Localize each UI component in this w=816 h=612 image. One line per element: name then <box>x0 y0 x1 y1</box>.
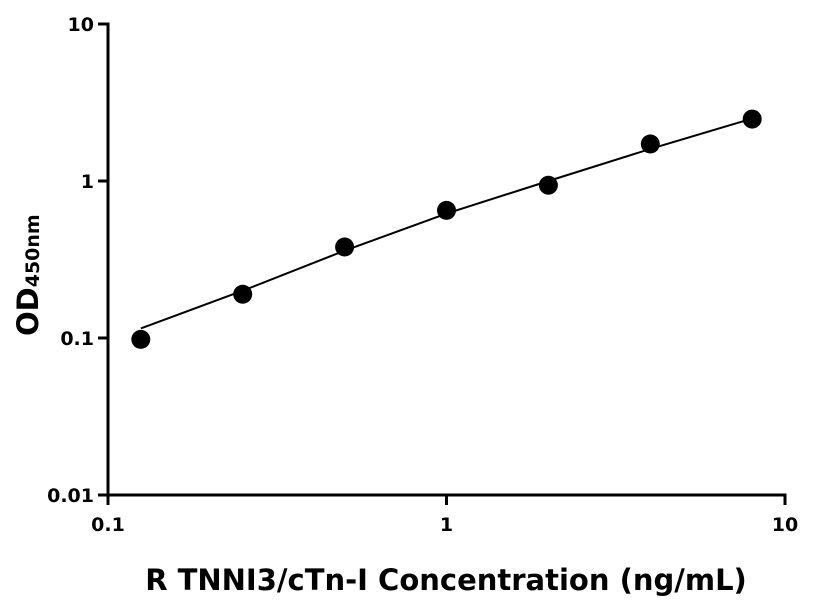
y-tick-label: 10 <box>68 14 94 36</box>
y-axis-title: OD450nm <box>11 214 45 336</box>
y-axis-title-main: OD <box>11 287 45 336</box>
y-axis-title-subscript: 450nm <box>22 214 44 287</box>
data-point <box>538 175 558 195</box>
x-tick-label: 10 <box>772 514 798 536</box>
x-tick-label: 1 <box>440 514 453 536</box>
y-tick-label: 0.01 <box>47 485 94 507</box>
fit-curve <box>140 117 753 330</box>
data-point <box>131 329 151 349</box>
y-tick-label: 0.1 <box>60 328 94 350</box>
data-point <box>335 237 355 257</box>
y-tick-label: 1 <box>81 171 94 193</box>
x-tick-label: 0.1 <box>91 514 125 536</box>
x-axis-title: R TNNI3/cTn-I Concentration (ng/mL) <box>145 563 747 597</box>
data-point <box>437 200 456 220</box>
data-point <box>742 109 762 129</box>
data-point <box>233 284 253 304</box>
data-point <box>640 134 660 154</box>
y-axis-title-group: OD450nm <box>11 214 45 336</box>
